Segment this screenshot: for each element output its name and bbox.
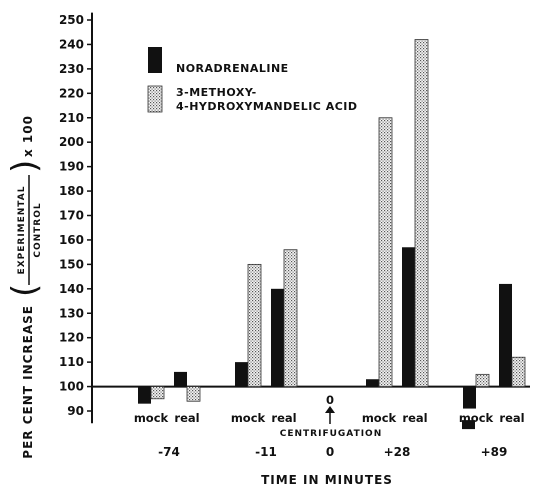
- y-tick-label-120: 120: [59, 331, 84, 345]
- legend-label-noradrenaline: NORADRENALINE: [176, 62, 289, 75]
- condition-label--74-real: real: [174, 411, 199, 425]
- y-tick-label-200: 200: [59, 135, 84, 149]
- y-tick-label-150: 150: [59, 257, 84, 271]
- time-label-0: 0: [326, 445, 334, 459]
- bar--11-real-series1: [271, 288, 284, 387]
- bar-+28-real-series2: [414, 39, 429, 387]
- time-labels: -74 -11 +28 +89 0: [158, 445, 507, 459]
- y-axis-open-paren: (: [5, 284, 45, 297]
- time-label-+89: +89: [481, 445, 508, 459]
- bar-+89-mock-series2: [475, 373, 490, 387]
- bar--11-real-series2: [283, 249, 298, 387]
- y-tick-label-210: 210: [59, 111, 84, 125]
- legend-swatch-noradrenaline: [148, 47, 162, 73]
- y-tick-label-110: 110: [59, 355, 84, 369]
- y-axis-close-paren: ): [5, 160, 45, 173]
- y-tick-label-100: 100: [59, 380, 84, 394]
- y-axis-title-prefix: PER CENT INCREASE: [21, 305, 35, 459]
- y-tick-label-140: 140: [59, 282, 84, 296]
- bar-+89-mock-series1: [463, 386, 476, 409]
- legend: NORADRENALINE 3-METHOXY- 4-HYDROXYMANDEL…: [147, 47, 358, 113]
- time-label--11: -11: [255, 445, 277, 459]
- y-tick-label-130: 130: [59, 306, 84, 320]
- y-tick-label-250: 250: [59, 13, 84, 27]
- legend-label-methoxy-line1: 3-METHOXY-: [176, 86, 257, 99]
- centrifugation-zero-mark: 0: [326, 393, 334, 407]
- bars: [138, 39, 526, 430]
- condition-labels: mock real mock real mock real mock real: [134, 411, 525, 425]
- y-tick-label-220: 220: [59, 86, 84, 100]
- centrifugation-arrow-head: [325, 406, 335, 413]
- condition-label--74-mock: mock: [134, 411, 169, 425]
- y-tick-label-90: 90: [67, 404, 84, 418]
- y-tick-label-170: 170: [59, 209, 84, 223]
- y-axis-title-suffix: x 100: [21, 115, 35, 157]
- condition-label-+28-real: real: [402, 411, 427, 425]
- bar--11-mock-series2: [247, 263, 262, 387]
- bar--74-mock-series1: [138, 386, 151, 404]
- centrifugation-label: CENTRIFUGATION: [280, 429, 382, 439]
- y-axis-title: PER CENT INCREASE ( EXPERIMENTAL CONTROL…: [5, 115, 45, 459]
- y-tick-label-190: 190: [59, 160, 84, 174]
- bar-+89-real-series2: [511, 356, 526, 387]
- y-ticks: 90 100 110 120 130 140 150 160 170 180 190 200 210 22…: [59, 13, 92, 418]
- y-tick-label-240: 240: [59, 37, 84, 51]
- condition-label--11-mock: mock: [231, 411, 266, 425]
- bar--74-real-series2: [186, 386, 201, 402]
- bar-+28-mock-series1: [366, 379, 379, 387]
- x-axis-title: TIME IN MINUTES: [261, 473, 393, 487]
- bar--11-mock-series1: [235, 362, 248, 387]
- time-label-+28: +28: [384, 445, 411, 459]
- y-tick-label-180: 180: [59, 184, 84, 198]
- condition-label--11-real: real: [271, 411, 296, 425]
- legend-label-methoxy-line2: 4-HYDROXYMANDELIC ACID: [176, 100, 358, 113]
- bar--74-real-series1: [174, 371, 187, 387]
- legend-swatch-methoxy: [147, 85, 163, 113]
- y-axis-fraction-denominator: CONTROL: [33, 202, 43, 257]
- bar-+89-mock-extra-marker: [462, 420, 475, 430]
- y-tick-label-160: 160: [59, 233, 84, 247]
- y-axis-fraction-numerator: EXPERIMENTAL: [17, 186, 27, 275]
- bar-+28-mock-series2: [378, 117, 393, 387]
- condition-label-+89-real: real: [499, 411, 524, 425]
- time-label--74: -74: [158, 445, 180, 459]
- y-tick-label-230: 230: [59, 62, 84, 76]
- condition-label-+28-mock: mock: [362, 411, 397, 425]
- bar--74-mock-series2: [150, 386, 165, 400]
- centrifugation-marker: 0 CENTRIFUGATION: [280, 393, 382, 439]
- condition-label-+89-mock: mock: [459, 411, 494, 425]
- bar-+89-real-series1: [499, 283, 512, 387]
- bar-+28-real-series1: [402, 247, 415, 387]
